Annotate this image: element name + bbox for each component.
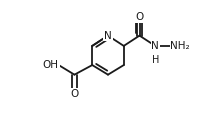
Text: N: N bbox=[104, 31, 112, 41]
Text: OH: OH bbox=[43, 60, 59, 70]
Text: O: O bbox=[135, 12, 144, 22]
Text: O: O bbox=[70, 89, 79, 99]
Text: NH₂: NH₂ bbox=[170, 41, 190, 51]
Text: N: N bbox=[151, 41, 159, 51]
Text: O: O bbox=[70, 89, 79, 99]
Text: H: H bbox=[152, 55, 159, 65]
Text: OH: OH bbox=[43, 60, 59, 70]
Text: NH₂: NH₂ bbox=[170, 41, 190, 51]
Text: N: N bbox=[104, 31, 112, 41]
Text: H: H bbox=[152, 55, 159, 65]
Text: N: N bbox=[151, 41, 159, 51]
Text: O: O bbox=[135, 12, 144, 22]
